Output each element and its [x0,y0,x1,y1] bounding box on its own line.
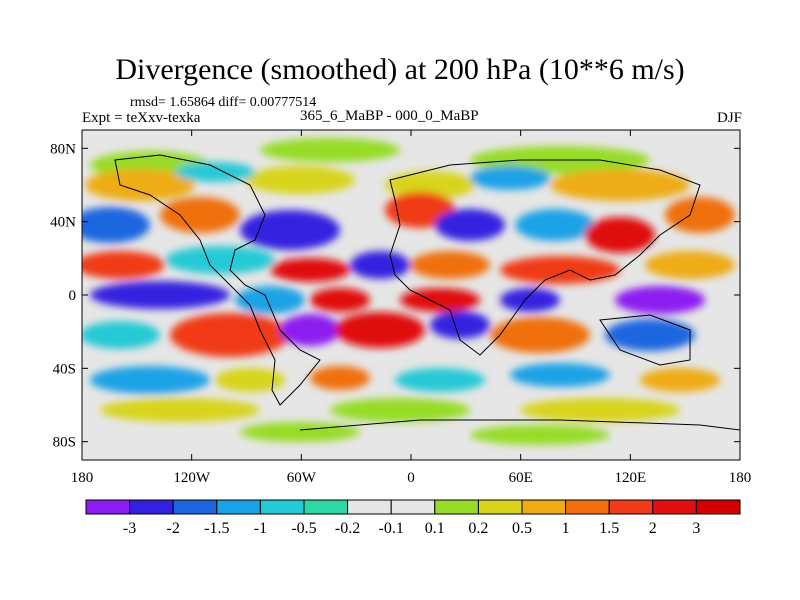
colorbar-swatch [608,499,654,515]
colorbar-label: -0.1 [379,520,404,537]
colorbar-label: -0.2 [335,520,360,537]
colorbar-swatch [434,499,479,515]
colorbar-label: -1 [254,520,267,537]
colorbar-label: 2 [649,520,657,537]
field-layer [82,130,740,460]
y-axis: 80N 40N 0 40S 80S [50,141,740,451]
y-tick-label: 40S [53,361,76,377]
colorbar-label: 0.5 [512,520,532,537]
colorbar-swatch [347,499,392,515]
colorbar-swatch [172,499,218,515]
x-axis: 180 120W 60W 0 60E 120E 180 [71,130,752,486]
x-tick-label: 120E [614,470,646,486]
colorbar-label: -1.5 [204,520,229,537]
x-tick-label: 120W [173,470,211,486]
colorbar-swatch [390,499,436,515]
colorbar-swatch [652,499,697,515]
colorbar-label: 0.2 [468,520,488,537]
y-tick-label: 0 [69,288,77,304]
colorbar-swatch [129,499,174,515]
colorbar-swatch [695,499,741,515]
colorbar-label: 1.5 [599,520,619,537]
colorbar-swatch [259,499,305,515]
stats-label: rmsd= 1.65864 diff= 0.00777514 [130,95,317,110]
colorbar-swatch [477,499,523,515]
colorbar-swatch [521,499,567,515]
colorbar-label: -3 [123,520,136,537]
y-tick-label: 80S [53,435,76,451]
colorbar-swatch [565,499,610,515]
plot-title: Divergence (smoothed) at 200 hPa (10**6 … [115,53,685,86]
colorbar-label: 3 [692,520,700,537]
colorbar-label: 0.1 [425,520,445,537]
land-outlines [114,154,740,431]
colorbar-swatch [303,499,349,515]
x-tick-label: 60E [509,470,533,486]
x-tick-label: 0 [407,470,415,486]
colorbar: -3 -2 -1.5 -1 -0.5 -0.2 -0.1 0.1 0.2 0.5 1 1.5 2 3 [85,499,741,537]
x-tick-label: 180 [71,470,94,486]
season-label: DJF [716,110,742,126]
colorbar-label: 1 [562,520,570,537]
colorbar-label: -0.5 [291,520,316,537]
y-tick-label: 40N [50,215,76,231]
contour-blobs [82,138,735,445]
x-tick-label: 180 [729,470,752,486]
x-tick-label: 60W [287,470,317,486]
colorbar-label: -2 [167,520,180,537]
experiment-label: Expt = teXxv-texka [82,110,201,126]
y-tick-label: 80N [50,141,76,157]
comparison-subtitle: 365_6_MaBP - 000_0_MaBP [300,108,479,124]
colorbar-swatch [216,499,261,515]
colorbar-swatch [85,499,131,515]
